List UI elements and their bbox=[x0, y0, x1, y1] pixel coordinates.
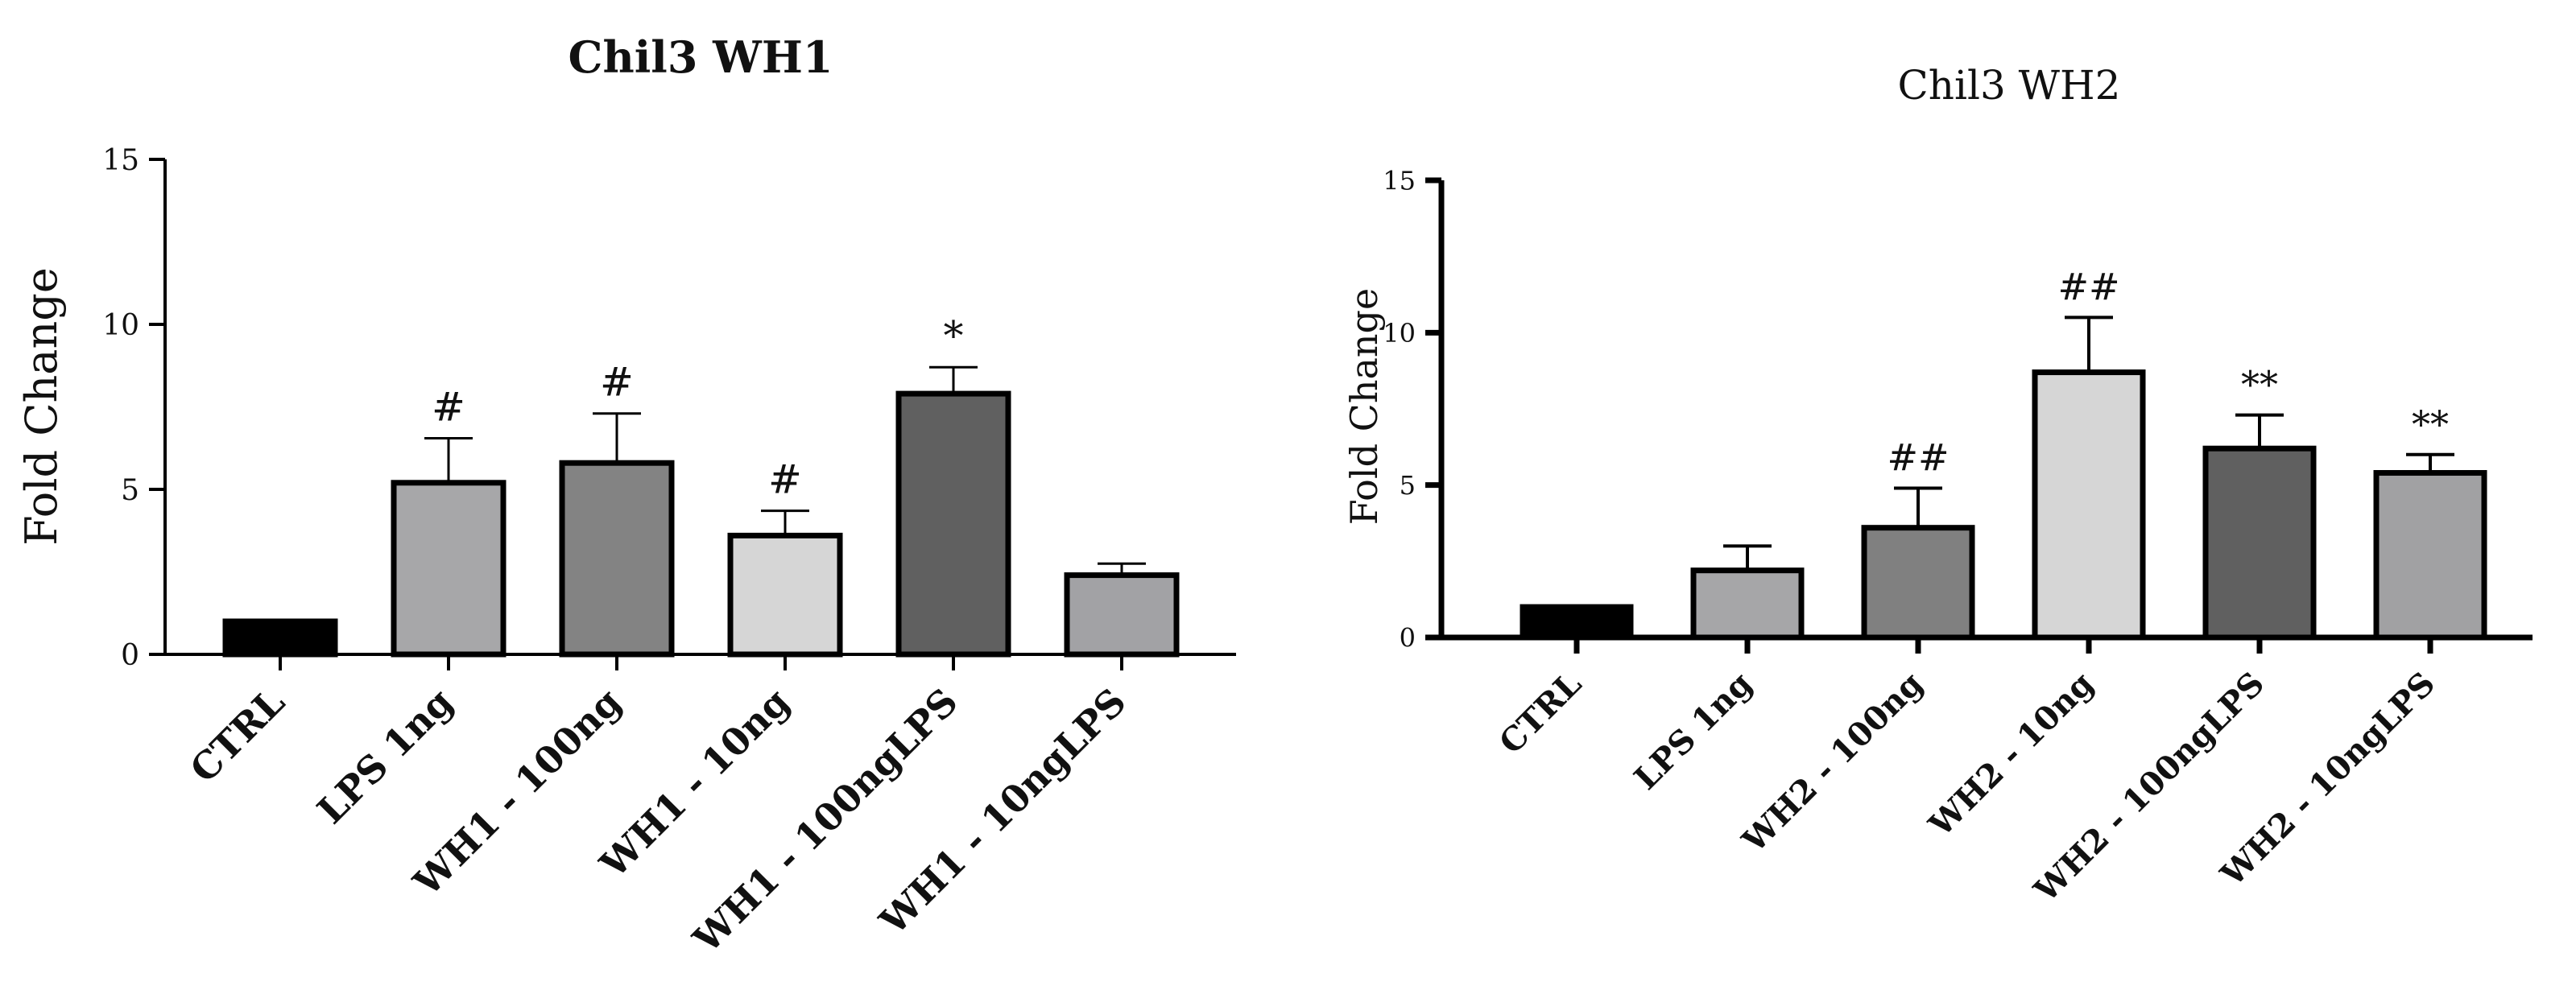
chart-title: Chil3 WH1 bbox=[569, 31, 833, 83]
category-label-1: CTRL bbox=[1492, 665, 1589, 761]
y-tick-label-10: 10 bbox=[102, 309, 139, 342]
y-tick-label-15: 15 bbox=[1383, 166, 1416, 196]
category-label-2: LPS 1ng bbox=[1627, 665, 1759, 798]
bar-1 bbox=[222, 618, 338, 658]
bar-1 bbox=[1520, 604, 1634, 641]
significance-mark-6: ** bbox=[2412, 402, 2449, 446]
bar-2 bbox=[1690, 567, 1805, 641]
significance-mark-3: # bbox=[600, 359, 634, 406]
y-tick-label-0: 0 bbox=[1400, 623, 1416, 654]
y-tick-label-5: 5 bbox=[121, 474, 139, 507]
significance-mark-5: * bbox=[944, 312, 964, 359]
category-label-2: LPS 1ng bbox=[308, 680, 461, 832]
bar-3 bbox=[559, 460, 675, 658]
y-axis-label: Fold Change bbox=[16, 267, 67, 546]
bar-5 bbox=[895, 390, 1011, 658]
y-tick-label-5: 5 bbox=[1400, 470, 1416, 501]
bar-6 bbox=[1064, 572, 1180, 658]
bar-6 bbox=[2373, 470, 2487, 641]
y-tick-label-0: 0 bbox=[121, 639, 139, 672]
significance-mark-3: ## bbox=[1887, 435, 1949, 479]
chart-2: Chil3 WH2 Fold Change CTRL LPS 1ng ## WH2 - 1… bbox=[1342, 62, 2533, 910]
significance-mark-4: # bbox=[768, 456, 802, 503]
bar-5 bbox=[2202, 445, 2317, 641]
significance-mark-2: # bbox=[432, 383, 465, 430]
bar-4 bbox=[2032, 369, 2146, 641]
chart-title: Chil3 WH2 bbox=[1898, 62, 2121, 109]
category-label-3: WH2 - 100ng bbox=[1735, 665, 1930, 860]
significance-mark-4: ## bbox=[2057, 265, 2119, 308]
category-label-4: WH2 - 10ng bbox=[1921, 665, 2101, 844]
y-tick-label-10: 10 bbox=[1383, 318, 1416, 349]
bar-2 bbox=[391, 480, 507, 658]
significance-mark-5: ** bbox=[2241, 363, 2278, 406]
y-tick-label-15: 15 bbox=[102, 144, 139, 177]
y-axis-label: Fold Change bbox=[1342, 288, 1386, 525]
category-label-1: CTRL bbox=[182, 680, 293, 791]
bar-3 bbox=[1861, 525, 1975, 641]
bar-4 bbox=[727, 532, 843, 658]
